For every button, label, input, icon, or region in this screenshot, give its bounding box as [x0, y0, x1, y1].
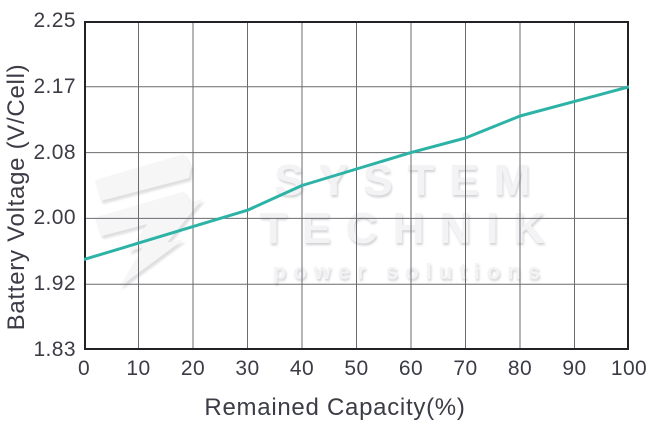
x-tick-label: 0	[77, 357, 91, 380]
y-tick-label: 2.00	[33, 206, 76, 230]
x-tick-label: 90	[562, 357, 587, 380]
y-tick-label: 1.83	[33, 338, 76, 361]
x-tick-label: 50	[344, 357, 369, 380]
x-axis-title: Remained Capacity(%)	[204, 394, 466, 421]
x-tick-label: 40	[289, 357, 315, 380]
x-tick-label: 10	[126, 357, 151, 380]
y-tick-label: 2.08	[33, 140, 76, 164]
plot-svg	[84, 21, 629, 350]
plot-area: SYSTEM TECHNIK power solutions	[84, 21, 629, 350]
y-tick-label: 2.25	[33, 9, 76, 32]
x-tick-label: 60	[398, 357, 424, 380]
y-tick-label: 2.17	[33, 74, 76, 98]
x-tick-label: 30	[235, 357, 260, 380]
x-tick-label: 80	[507, 357, 533, 380]
y-tick-label: 1.92	[33, 272, 76, 296]
x-tick-label: 20	[180, 357, 206, 380]
x-tick-label: 70	[453, 357, 478, 380]
x-tick-label: 100	[610, 357, 648, 380]
